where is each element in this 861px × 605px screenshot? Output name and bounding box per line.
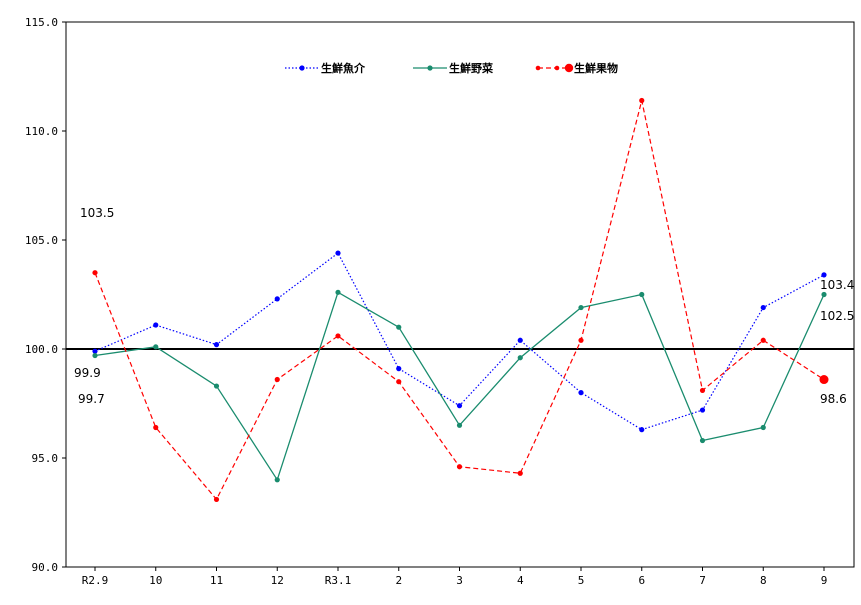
data-point: [335, 250, 341, 256]
data-point: [639, 97, 645, 104]
data-point: [396, 324, 402, 330]
data-point: [819, 375, 829, 385]
data-point: [274, 477, 280, 483]
data-label-veg-start: 99.7: [78, 392, 105, 406]
data-point: [335, 333, 341, 339]
x-tick-label: 11: [210, 574, 223, 587]
legend-marker: [535, 65, 541, 71]
x-tick-label: R2.9: [82, 574, 109, 587]
data-point: [517, 337, 523, 343]
data-point: [639, 291, 645, 298]
x-tick-label: 2: [395, 574, 402, 587]
data-point: [517, 470, 523, 476]
y-tick-label: 100.0: [25, 343, 58, 356]
data-point: [760, 424, 766, 431]
y-tick-label: 105.0: [25, 234, 58, 247]
legend: 生鮮魚介 生鮮野菜 生鮮果物: [285, 61, 618, 75]
x-tick-label: 3: [456, 574, 463, 587]
data-point: [578, 390, 584, 396]
data-point: [699, 407, 706, 413]
data-point: [396, 379, 402, 385]
data-point: [213, 383, 220, 389]
data-point: [92, 352, 98, 359]
legend-label-1: 生鮮野菜: [449, 61, 494, 75]
data-point: [821, 272, 827, 278]
legend-marker: [427, 65, 433, 71]
y-axis: 90.0 95.0 100.0 105.0 110.0 115.0: [25, 16, 66, 574]
y-tick-label: 110.0: [25, 125, 58, 138]
data-point: [699, 437, 706, 444]
data-point: [213, 342, 220, 348]
data-point: [517, 355, 523, 361]
x-tick-label: R3.1: [325, 574, 352, 587]
data-point: [639, 427, 645, 433]
x-tick-label: 8: [760, 574, 767, 587]
legend-marker: [564, 63, 574, 73]
data-point: [213, 496, 220, 503]
x-tick-label: 10: [149, 574, 162, 587]
data-point: [456, 422, 463, 428]
data-point: [760, 337, 766, 343]
data-label-fish-end: 103.4: [820, 278, 854, 292]
data-point: [274, 296, 280, 302]
data-point: [274, 376, 280, 383]
data-point: [153, 344, 159, 350]
legend-marker: [299, 65, 305, 71]
data-point: [153, 322, 159, 328]
y-tick-label: 95.0: [32, 452, 59, 465]
y-tick-label: 90.0: [32, 561, 59, 574]
data-point: [456, 464, 463, 470]
x-tick-label: 12: [271, 574, 284, 587]
x-axis: R2.9 10 11 12 R3.1 2 3 4 5 6 7 8 9: [82, 567, 828, 587]
data-point: [92, 348, 98, 354]
data-point: [578, 337, 584, 343]
x-tick-label: 5: [578, 574, 585, 587]
data-point: [760, 304, 766, 311]
data-point: [821, 291, 827, 298]
x-tick-label: 7: [699, 574, 706, 587]
data-point: [153, 424, 159, 431]
legend-label-0: 生鮮魚介: [321, 61, 366, 75]
data-label-veg-end: 102.5: [820, 309, 854, 323]
x-tick-label: 4: [517, 574, 524, 587]
data-point: [396, 366, 402, 372]
x-tick-label: 6: [638, 574, 645, 587]
data-point: [456, 403, 463, 409]
x-tick-label: 9: [821, 574, 828, 587]
data-point: [92, 270, 98, 276]
data-label-fruit-start: 103.5: [80, 206, 114, 220]
plot-area: [65, 21, 855, 568]
series-group: [92, 97, 829, 503]
data-point: [699, 387, 706, 394]
data-point: [335, 289, 341, 295]
legend-marker: [554, 65, 560, 71]
data-label-fruit-end: 98.6: [820, 392, 847, 406]
y-tick-label: 115.0: [25, 16, 58, 29]
legend-label-2: 生鮮果物: [574, 61, 618, 75]
data-label-fish-start: 99.9: [74, 366, 101, 380]
data-point: [578, 304, 584, 311]
